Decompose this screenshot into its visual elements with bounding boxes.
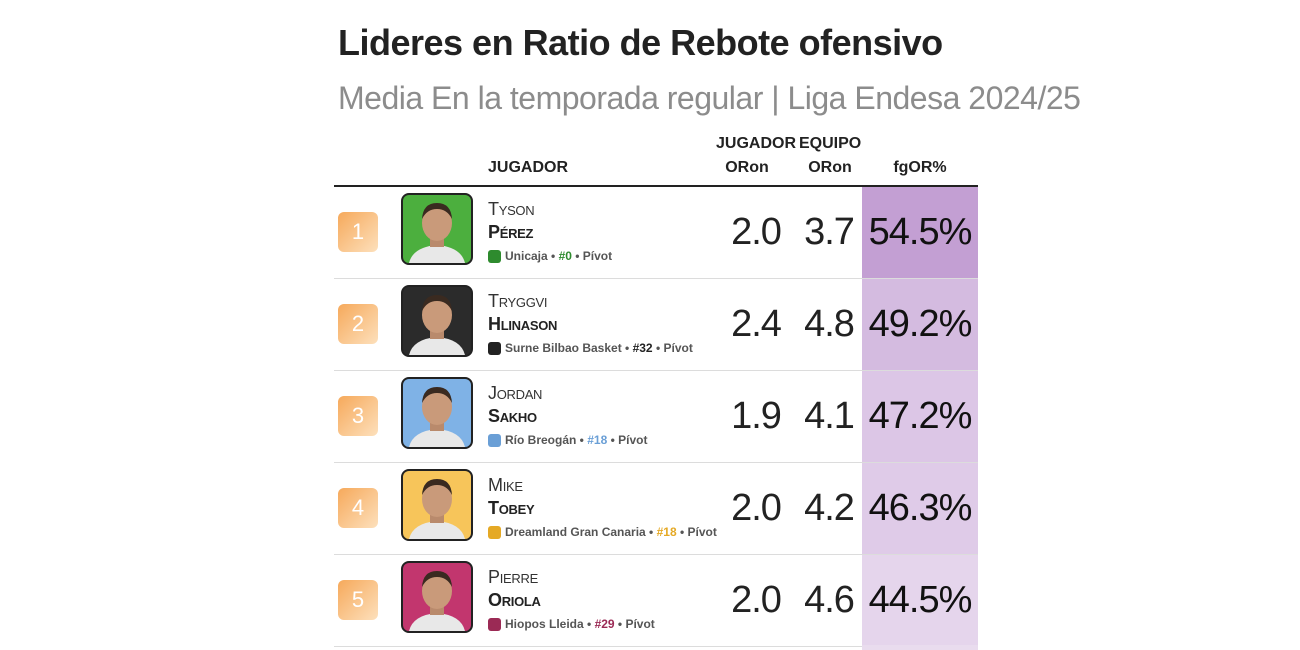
avatar-head — [422, 481, 452, 517]
unicaja-logo-icon — [488, 249, 501, 263]
rank-badge: 5 — [338, 580, 378, 620]
breogan-logo-icon — [488, 433, 501, 447]
fgor-pct-cell: 46.3% — [862, 463, 978, 554]
player-position: Pívot — [687, 525, 717, 539]
header-fgor-pct: fgOR% — [893, 159, 947, 176]
team-name: Río Breogán — [505, 433, 577, 447]
avatar-shirt — [409, 429, 465, 447]
jersey-number: #18 — [587, 433, 608, 447]
team-oron-value: 4.1 — [804, 395, 855, 437]
player-last-name: Oriola — [488, 590, 541, 610]
player-last-name: Sakho — [488, 406, 537, 426]
team-name: Dreamland Gran Canaria — [505, 525, 646, 539]
avatar-hair — [422, 203, 452, 219]
avatar-head — [422, 573, 452, 609]
player-position: Pívot — [582, 249, 613, 263]
table-header: JUGADOR JUGADOR ORon EQUIPO ORon fgOR% — [334, 130, 978, 186]
player-photo — [401, 193, 473, 265]
player-avatar-icon — [409, 295, 465, 355]
rank-badge: 2 — [338, 304, 378, 344]
table-body: 54.5% 1 Tyson Pérez Unicaja • #0 • Pívot… — [334, 187, 978, 647]
player-first-name: Pierre — [488, 567, 538, 587]
player-meta: Río Breogán • #18 • Pívot — [488, 433, 647, 447]
player-last-name: Hlinason — [488, 314, 558, 334]
avatar-head — [422, 389, 452, 425]
header-player: JUGADOR — [488, 159, 569, 176]
rank-badge: 4 — [338, 488, 378, 528]
header-divider — [334, 185, 978, 187]
page-title: Lideres en Ratio de Rebote ofensivo — [338, 22, 943, 63]
avatar-shirt — [409, 521, 465, 539]
fgor-pct-cell: 49.2% — [862, 279, 978, 370]
avatar-shirt — [409, 245, 465, 263]
player-first-name: Mike — [488, 475, 523, 495]
player-last-name: Tobey — [488, 498, 535, 518]
player-last-name: Pérez — [488, 222, 534, 242]
player-first-name: Tryggvi — [488, 291, 548, 311]
rank-badge: 3 — [338, 396, 378, 436]
grancanaria-logo-icon — [488, 525, 501, 539]
player-meta: Hiopos Lleida • #29 • Pívot — [488, 617, 655, 631]
rank-badge: 1 — [338, 212, 378, 252]
jersey-number: #29 — [594, 617, 615, 631]
player-photo — [401, 469, 473, 541]
player-position: Pívot — [625, 617, 655, 631]
team-name: Hiopos Lleida — [505, 617, 584, 631]
player-photo — [401, 377, 473, 449]
jersey-number: #18 — [656, 525, 677, 539]
header-team-oron-bottom: ORon — [808, 159, 852, 176]
fgor-pct-cell: 54.5% — [862, 187, 978, 278]
team-oron-value: 4.6 — [804, 579, 855, 621]
player-avatar-icon — [409, 387, 465, 447]
header-player-oron-top: JUGADOR — [716, 135, 797, 152]
player-meta: Surne Bilbao Basket • #32 • Pívot — [488, 341, 693, 355]
page-subtitle: Media En la temporada regular | Liga End… — [338, 80, 1081, 116]
team-name: Unicaja — [505, 249, 548, 263]
table-row: 44.5% 5 Pierre Oriola Hiopos Lleida • #2… — [334, 555, 978, 647]
table-row: 49.2% 2 Tryggvi Hlinason Surne Bilbao Ba… — [334, 279, 978, 371]
player-avatar-icon — [409, 479, 465, 539]
table-row: 54.5% 1 Tyson Pérez Unicaja • #0 • Pívot… — [334, 187, 978, 279]
avatar-head — [422, 297, 452, 333]
player-oron-value: 2.4 — [731, 303, 782, 345]
player-photo — [401, 561, 473, 633]
player-oron-value: 2.0 — [731, 211, 782, 253]
player-photo — [401, 285, 473, 357]
player-oron-value: 2.0 — [731, 579, 782, 621]
bilbao-logo-icon — [488, 341, 501, 355]
header-team-oron-top: EQUIPO — [799, 135, 862, 152]
fgor-pct-cell: 44.5% — [862, 555, 978, 646]
avatar-hair — [422, 387, 452, 403]
player-oron-value: 2.0 — [731, 487, 782, 529]
team-oron-value: 4.2 — [804, 487, 855, 529]
player-position: Pívot — [618, 433, 648, 447]
player-first-name: Jordan — [488, 383, 543, 403]
avatar-shirt — [409, 337, 465, 355]
player-oron-value: 1.9 — [731, 395, 782, 437]
avatar-hair — [422, 571, 452, 587]
avatar-head — [422, 205, 452, 241]
team-name: Surne Bilbao Basket — [505, 341, 622, 355]
jersey-number: #0 — [558, 249, 572, 263]
header-player-oron-bottom: ORon — [725, 159, 769, 176]
avatar-hair — [422, 295, 452, 311]
player-meta: Unicaja • #0 • Pívot — [488, 249, 612, 263]
player-avatar-icon — [409, 203, 465, 263]
table-row: 47.2% 3 Jordan Sakho Río Breogán • #18 •… — [334, 371, 978, 463]
avatar-shirt — [409, 613, 465, 631]
jersey-number: #32 — [632, 341, 653, 355]
player-avatar-icon — [409, 571, 465, 631]
player-first-name: Tyson — [488, 199, 535, 219]
table-row: 46.3% 4 Mike Tobey Dreamland Gran Canari… — [334, 463, 978, 555]
team-oron-value: 4.8 — [804, 303, 855, 345]
fgor-pct-continuation — [862, 645, 978, 650]
player-meta: Dreamland Gran Canaria • #18 • Pívot — [488, 525, 717, 539]
player-position: Pívot — [663, 341, 693, 355]
lleida-logo-icon — [488, 617, 501, 631]
avatar-hair — [422, 479, 452, 495]
fgor-pct-cell: 47.2% — [862, 371, 978, 462]
team-oron-value: 3.7 — [804, 211, 855, 253]
